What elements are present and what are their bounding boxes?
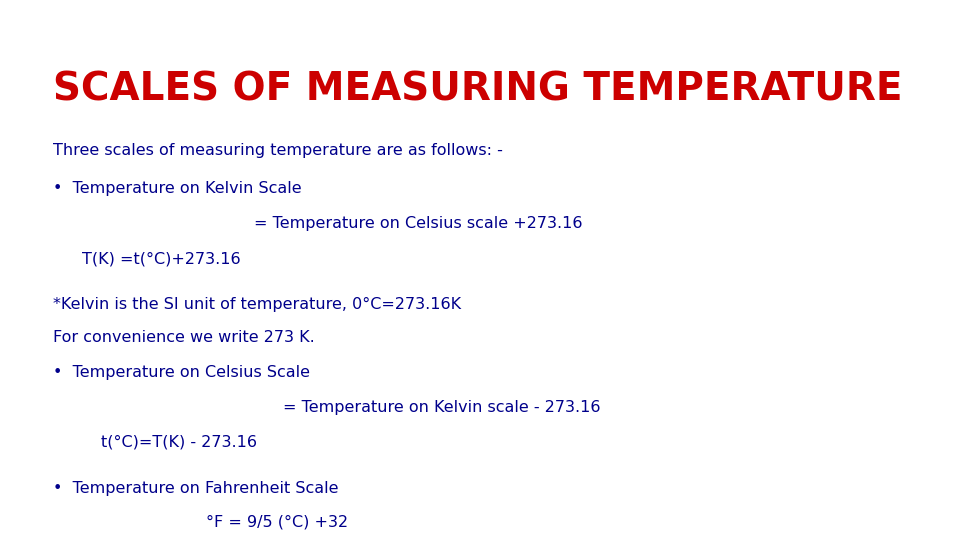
Text: °F = 9/5 (°C) +32: °F = 9/5 (°C) +32 <box>206 514 348 529</box>
Text: = Temperature on Kelvin scale - 273.16: = Temperature on Kelvin scale - 273.16 <box>283 400 601 415</box>
Text: T(K) =t(°C)+273.16: T(K) =t(°C)+273.16 <box>82 251 240 266</box>
Text: Three scales of measuring temperature are as follows: -: Three scales of measuring temperature ar… <box>53 143 503 158</box>
Text: = Temperature on Celsius scale +273.16: = Temperature on Celsius scale +273.16 <box>254 216 583 231</box>
Text: SCALES OF MEASURING TEMPERATURE: SCALES OF MEASURING TEMPERATURE <box>53 70 902 108</box>
Text: t(°C)=T(K) - 273.16: t(°C)=T(K) - 273.16 <box>101 435 257 450</box>
Text: For convenience we write 273 K.: For convenience we write 273 K. <box>53 330 315 346</box>
Text: •  Temperature on Fahrenheit Scale: • Temperature on Fahrenheit Scale <box>53 481 338 496</box>
Text: *Kelvin is the SI unit of temperature, 0°C=273.16K: *Kelvin is the SI unit of temperature, 0… <box>53 297 461 312</box>
Text: •  Temperature on Celsius Scale: • Temperature on Celsius Scale <box>53 364 310 380</box>
Text: •  Temperature on Kelvin Scale: • Temperature on Kelvin Scale <box>53 181 301 196</box>
